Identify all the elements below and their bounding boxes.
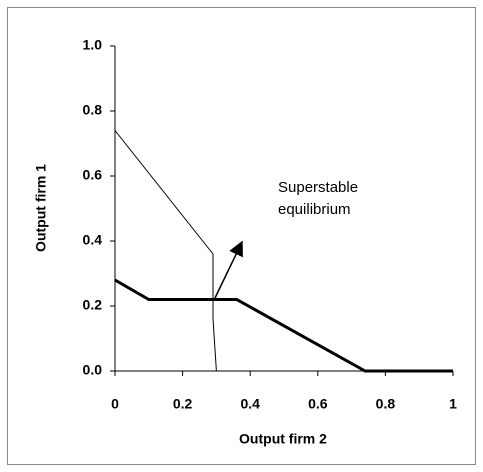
y-tick-label: 0.8: [83, 102, 103, 118]
line: [114, 130, 217, 372]
x-tick-label: 0.4: [240, 396, 260, 412]
x-tick-label: 0: [111, 396, 119, 412]
x-tick-label: 0.8: [376, 396, 396, 412]
y-tick-label: 1.0: [83, 37, 103, 53]
y-tick-label: 0.4: [83, 232, 103, 248]
x-tick-label: 1: [449, 396, 457, 412]
y-tick-label: 0.2: [83, 297, 103, 313]
x-tick-label: 0.2: [173, 396, 193, 412]
x-axis-label: Output firm 2: [239, 431, 327, 447]
frame: [7, 7, 476, 465]
line: [114, 278, 453, 373]
annotation: Superstable: [278, 179, 358, 196]
arrow: [214, 240, 243, 299]
annotation: equilibrium: [278, 201, 351, 218]
x-tick-label: 0.6: [308, 396, 328, 412]
y-tick-label: 0.0: [83, 362, 103, 378]
y-tick-label: 0.6: [83, 167, 103, 183]
y-axis-label: Output firm 1: [33, 164, 49, 252]
